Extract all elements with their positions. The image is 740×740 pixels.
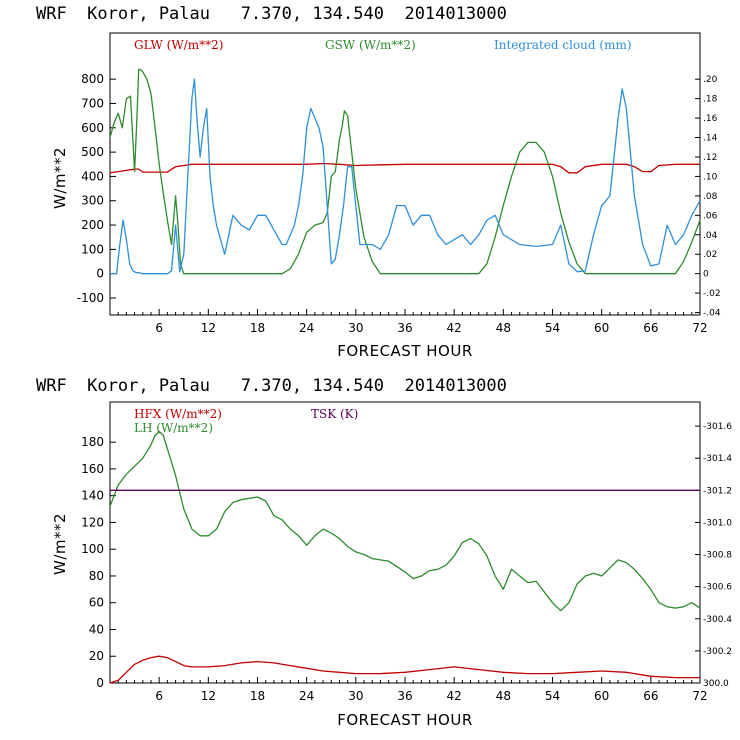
series-lines [109, 68, 701, 275]
y-tick-label: 40 [89, 622, 104, 636]
x-tick-label: 48 [496, 321, 511, 335]
axis-ticks: 6 12 18 24 30 36 42 48 54 60 66 72 0 20 40 60 80 100 120 14… [81, 422, 732, 703]
y-tick-label: 500 [81, 145, 104, 159]
y-tick-label: 0 [96, 676, 104, 690]
y-axis-label: W/m**2 [51, 513, 69, 575]
y2-tick-label: -301.6 [703, 422, 732, 432]
y-tick-label: 100 [81, 542, 104, 556]
panel-title: WRF Koror, Palau 7.370, 134.540 20140130… [36, 4, 507, 24]
plot-frame [109, 401, 701, 684]
y-tick-label: 600 [81, 121, 104, 135]
y-tick-label: 120 [81, 515, 104, 529]
series-line-gsw [109, 68, 701, 275]
series-line-integrated [110, 78, 701, 275]
series-lines [109, 430, 701, 684]
legend-entry-lh: LH (W/m**2) [134, 421, 213, 435]
y-tick-label: 200 [81, 218, 104, 232]
x-tick-label: 12 [201, 689, 216, 703]
x-tick-label: 72 [692, 689, 707, 703]
y2-tick-label: -300.2 [703, 647, 732, 657]
y2-tick-label: 0 [703, 270, 709, 280]
y-tick-label: 400 [81, 169, 104, 183]
x-tick-label: 12 [201, 321, 216, 335]
axis-ticks: 6 12 18 24 30 36 42 48 54 60 66 72 -100 0 100 200 300 400… [77, 72, 721, 335]
x-tick-label: 60 [594, 689, 609, 703]
y-tick-label: 700 [81, 97, 104, 111]
x-axis-label: FORECAST HOUR [337, 342, 473, 360]
x-tick-label: 24 [299, 321, 314, 335]
heat-flux-panel: WRF Koror, Palau 7.370, 134.540 20140130… [36, 376, 732, 729]
y-tick-label: 0 [96, 267, 104, 281]
y2-tick-label: .14 [703, 134, 718, 144]
x-tick-label: 24 [299, 689, 314, 703]
x-tick-label: 54 [545, 321, 560, 335]
y2-tick-label: -.04 [703, 309, 721, 319]
x-tick-label: 36 [397, 321, 412, 335]
x-tick-label: 66 [643, 689, 658, 703]
y2-tick-label: .20 [703, 75, 718, 85]
y-tick-label: 100 [81, 242, 104, 256]
y-tick-label: -100 [77, 291, 104, 305]
y-tick-label: 140 [81, 489, 104, 503]
x-tick-label: 54 [545, 689, 560, 703]
y2-tick-label: .06 [703, 211, 718, 221]
x-tick-label: 6 [155, 689, 163, 703]
x-tick-label: 42 [447, 321, 462, 335]
legend-entry-cloud: Integrated cloud (mm) [494, 38, 632, 52]
y2-tick-label: .02 [703, 250, 717, 260]
legend-entry-glw: GLW (W/m**2) [134, 38, 223, 52]
x-tick-label: 60 [594, 321, 609, 335]
plot-frame [109, 32, 701, 316]
y2-tick-label: -301.0 [703, 518, 732, 528]
y2-tick-label: -301.2 [703, 486, 732, 496]
y-tick-label: 180 [81, 435, 104, 449]
series-line-lh [109, 430, 701, 612]
x-tick-label: 36 [397, 689, 412, 703]
y-tick-label: 160 [81, 462, 104, 476]
y-tick-label: 60 [89, 596, 104, 610]
x-tick-label: 30 [348, 689, 363, 703]
panel-title: WRF Koror, Palau 7.370, 134.540 20140130… [36, 376, 507, 396]
x-tick-label: 18 [250, 321, 265, 335]
y2-tick-label: .08 [703, 192, 718, 202]
radiation-cloud-panel: WRF Koror, Palau 7.370, 134.540 20140130… [36, 4, 721, 360]
y-axis-label: W/m**2 [51, 147, 69, 209]
y2-tick-label: 300.0 [703, 679, 729, 689]
y-tick-label: 20 [89, 649, 104, 663]
y2-tick-label: -300.8 [703, 551, 732, 561]
y2-tick-label: -300.6 [703, 583, 732, 593]
x-tick-label: 42 [447, 689, 462, 703]
x-tick-label: 6 [155, 321, 163, 335]
y-tick-label: 80 [89, 569, 104, 583]
legend-entry-tsk: TSK (K) [311, 407, 358, 421]
y2-tick-label: -300.4 [703, 615, 732, 625]
y2-tick-label: .16 [703, 114, 718, 124]
x-tick-label: 66 [643, 321, 658, 335]
y2-tick-label: .18 [703, 95, 718, 105]
x-axis-label: FORECAST HOUR [337, 711, 473, 729]
legend-entry-hfx: HFX (W/m**2) [134, 407, 222, 421]
y-tick-label: 300 [81, 194, 104, 208]
y2-tick-label: .10 [703, 172, 718, 182]
y2-tick-label: .12 [703, 153, 717, 163]
y2-tick-label: .04 [703, 231, 718, 241]
x-tick-label: 48 [496, 689, 511, 703]
y2-tick-label: -301.4 [703, 454, 732, 464]
y2-tick-label: -.02 [703, 289, 721, 299]
x-tick-label: 72 [692, 321, 707, 335]
x-tick-label: 18 [250, 689, 265, 703]
series-line-hfx [109, 655, 700, 684]
legend-entry-gsw: GSW (W/m**2) [325, 38, 416, 52]
series-line-glw [109, 162, 700, 174]
y-tick-label: 800 [81, 72, 104, 86]
x-tick-label: 30 [348, 321, 363, 335]
